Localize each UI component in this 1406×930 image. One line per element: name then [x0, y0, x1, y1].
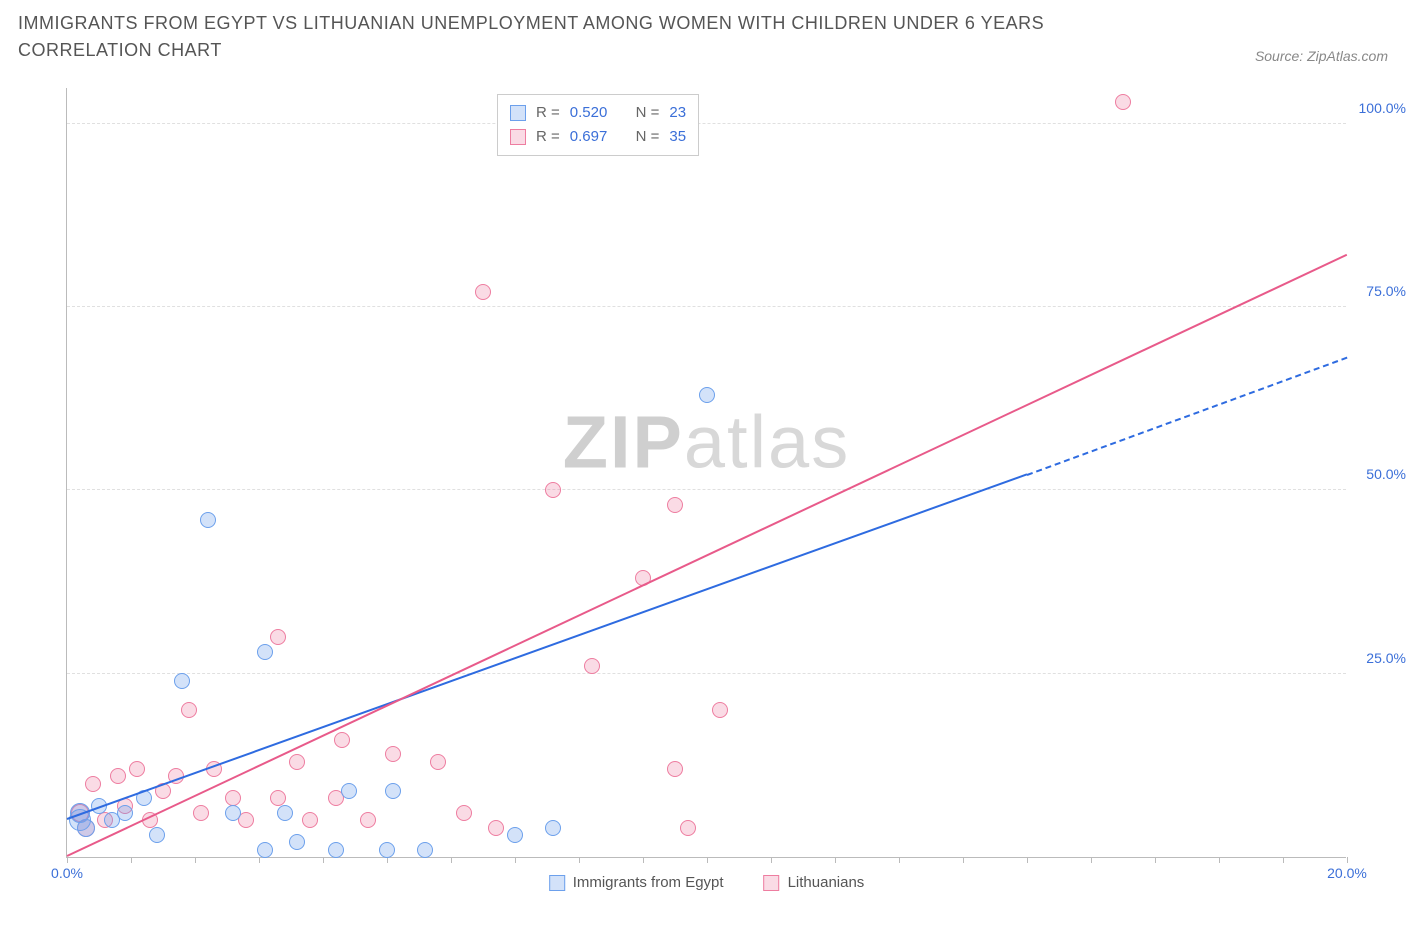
scatter-point-egypt — [257, 842, 273, 858]
y-tick-label: 100.0% — [1351, 100, 1406, 116]
scatter-point-lithuanians — [334, 732, 350, 748]
scatter-point-lithuanians — [360, 812, 376, 828]
swatch-egypt — [549, 875, 565, 891]
x-tick-label: 20.0% — [1327, 865, 1367, 881]
bottom-legend: Immigrants from Egypt Lithuanians — [549, 874, 865, 891]
x-tick — [1155, 857, 1156, 863]
y-tick-label: 75.0% — [1351, 283, 1406, 299]
x-tick — [131, 857, 132, 863]
swatch-lithuanians — [510, 129, 526, 145]
scatter-point-egypt — [545, 820, 561, 836]
scatter-point-egypt — [257, 644, 273, 660]
x-tick — [195, 857, 196, 863]
legend-label: Lithuanians — [788, 874, 865, 891]
scatter-point-lithuanians — [456, 805, 472, 821]
scatter-point-lithuanians — [488, 820, 504, 836]
x-tick — [451, 857, 452, 863]
y-tick-label: 25.0% — [1351, 650, 1406, 666]
scatter-point-egypt — [77, 819, 95, 837]
chart-container: Unemployment Among Women with Children U… — [18, 78, 1388, 918]
scatter-point-lithuanians — [193, 805, 209, 821]
scatter-point-lithuanians — [181, 702, 197, 718]
x-tick — [835, 857, 836, 863]
stats-legend: R = 0.520 N = 23 R = 0.697 N = 35 — [497, 94, 699, 156]
x-tick — [579, 857, 580, 863]
plot-area: ZIPatlas R = 0.520 N = 23 R = 0.697 N = … — [66, 88, 1346, 858]
x-tick — [1283, 857, 1284, 863]
gridline — [67, 673, 1346, 674]
scatter-point-lithuanians — [584, 658, 600, 674]
y-tick-label: 50.0% — [1351, 466, 1406, 482]
chart-title: IMMIGRANTS FROM EGYPT VS LITHUANIAN UNEM… — [18, 10, 1118, 64]
scatter-point-lithuanians — [545, 482, 561, 498]
scatter-point-egypt — [699, 387, 715, 403]
scatter-point-egypt — [417, 842, 433, 858]
scatter-point-lithuanians — [225, 790, 241, 806]
scatter-point-lithuanians — [475, 284, 491, 300]
scatter-point-lithuanians — [110, 768, 126, 784]
scatter-point-egypt — [277, 805, 293, 821]
x-tick — [323, 857, 324, 863]
scatter-point-lithuanians — [712, 702, 728, 718]
scatter-point-egypt — [289, 834, 305, 850]
scatter-point-egypt — [385, 783, 401, 799]
x-tick — [1219, 857, 1220, 863]
scatter-point-egypt — [200, 512, 216, 528]
x-tick — [1027, 857, 1028, 863]
scatter-point-egypt — [225, 805, 241, 821]
x-tick — [899, 857, 900, 863]
source-attribution: Source: ZipAtlas.com — [1255, 48, 1388, 64]
legend-label: Immigrants from Egypt — [573, 874, 724, 891]
scatter-point-lithuanians — [270, 790, 286, 806]
x-tick — [643, 857, 644, 863]
x-tick — [963, 857, 964, 863]
scatter-point-lithuanians — [430, 754, 446, 770]
x-tick — [1347, 857, 1348, 863]
legend-item-egypt: Immigrants from Egypt — [549, 874, 724, 891]
scatter-point-lithuanians — [680, 820, 696, 836]
scatter-point-lithuanians — [129, 761, 145, 777]
swatch-lithuanians — [764, 875, 780, 891]
x-tick — [259, 857, 260, 863]
scatter-point-egypt — [174, 673, 190, 689]
scatter-point-lithuanians — [270, 629, 286, 645]
scatter-point-lithuanians — [302, 812, 318, 828]
scatter-point-egypt — [341, 783, 357, 799]
scatter-point-lithuanians — [385, 746, 401, 762]
scatter-point-egypt — [149, 827, 165, 843]
scatter-point-egypt — [328, 842, 344, 858]
x-tick — [707, 857, 708, 863]
gridline — [67, 123, 1346, 124]
swatch-egypt — [510, 105, 526, 121]
legend-item-lithuanians: Lithuanians — [764, 874, 865, 891]
scatter-point-lithuanians — [667, 497, 683, 513]
scatter-point-lithuanians — [667, 761, 683, 777]
x-tick — [515, 857, 516, 863]
x-tick — [1091, 857, 1092, 863]
trend-line — [67, 254, 1348, 857]
scatter-point-egypt — [117, 805, 133, 821]
gridline — [67, 489, 1346, 490]
scatter-point-lithuanians — [289, 754, 305, 770]
gridline — [67, 306, 1346, 307]
x-tick-label: 0.0% — [51, 865, 83, 881]
trend-line — [1027, 356, 1348, 475]
scatter-point-egypt — [507, 827, 523, 843]
x-tick — [67, 857, 68, 863]
scatter-point-lithuanians — [1115, 94, 1131, 110]
x-tick — [771, 857, 772, 863]
watermark: ZIPatlas — [563, 399, 850, 484]
stats-row-egypt: R = 0.520 N = 23 — [510, 101, 686, 125]
scatter-point-egypt — [379, 842, 395, 858]
x-tick — [387, 857, 388, 863]
scatter-point-lithuanians — [85, 776, 101, 792]
stats-row-lithuanians: R = 0.697 N = 35 — [510, 125, 686, 149]
